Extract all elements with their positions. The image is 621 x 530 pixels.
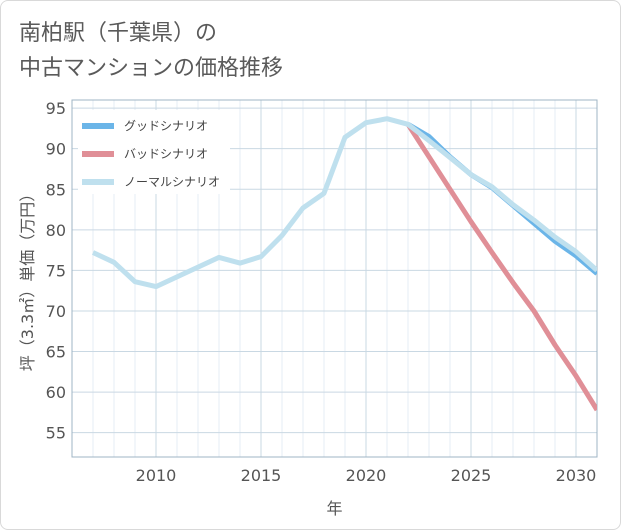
y-tick-label: 70 — [46, 302, 66, 321]
x-tick-label: 2010 — [136, 466, 177, 485]
legend-label: グッドシナリオ — [124, 119, 208, 133]
series-lines — [91, 116, 597, 412]
x-axis-label: 年 — [326, 499, 342, 518]
y-axis-label: 坪（3.3㎡）単価（万円） — [18, 186, 37, 371]
x-tick-label: 2030 — [556, 466, 597, 485]
y-tick-label: 60 — [46, 383, 66, 402]
y-tick-label: 95 — [46, 99, 66, 118]
legend-label: バッドシナリオ — [124, 147, 208, 161]
series-line-normal — [91, 116, 597, 290]
y-tick-label: 75 — [46, 261, 66, 280]
y-tick-label: 90 — [46, 140, 66, 159]
legend-label: ノーマルシナリオ — [124, 175, 220, 189]
x-tick-label: 2015 — [241, 466, 282, 485]
chart-title-line-2: 中古マンションの価格推移 — [19, 56, 284, 81]
y-tick-label: 55 — [46, 424, 66, 443]
y-tick-label: 65 — [46, 343, 66, 362]
x-tick-label: 2025 — [451, 466, 492, 485]
plot-border — [71, 99, 598, 458]
series-line-bad — [405, 122, 597, 412]
chart-title-line-1: 南柏駅（千葉県）の — [19, 21, 218, 46]
x-tick-label: 2020 — [346, 466, 387, 485]
chart-title: 南柏駅（千葉県）の 中古マンションの価格推移 — [19, 16, 283, 86]
tick-labels: 2010 2015 2020 2025 2030 55 60 65 70 75 80 85 90 95 — [46, 99, 597, 485]
y-tick-label: 85 — [46, 180, 66, 199]
y-tick-label: 80 — [46, 221, 66, 240]
